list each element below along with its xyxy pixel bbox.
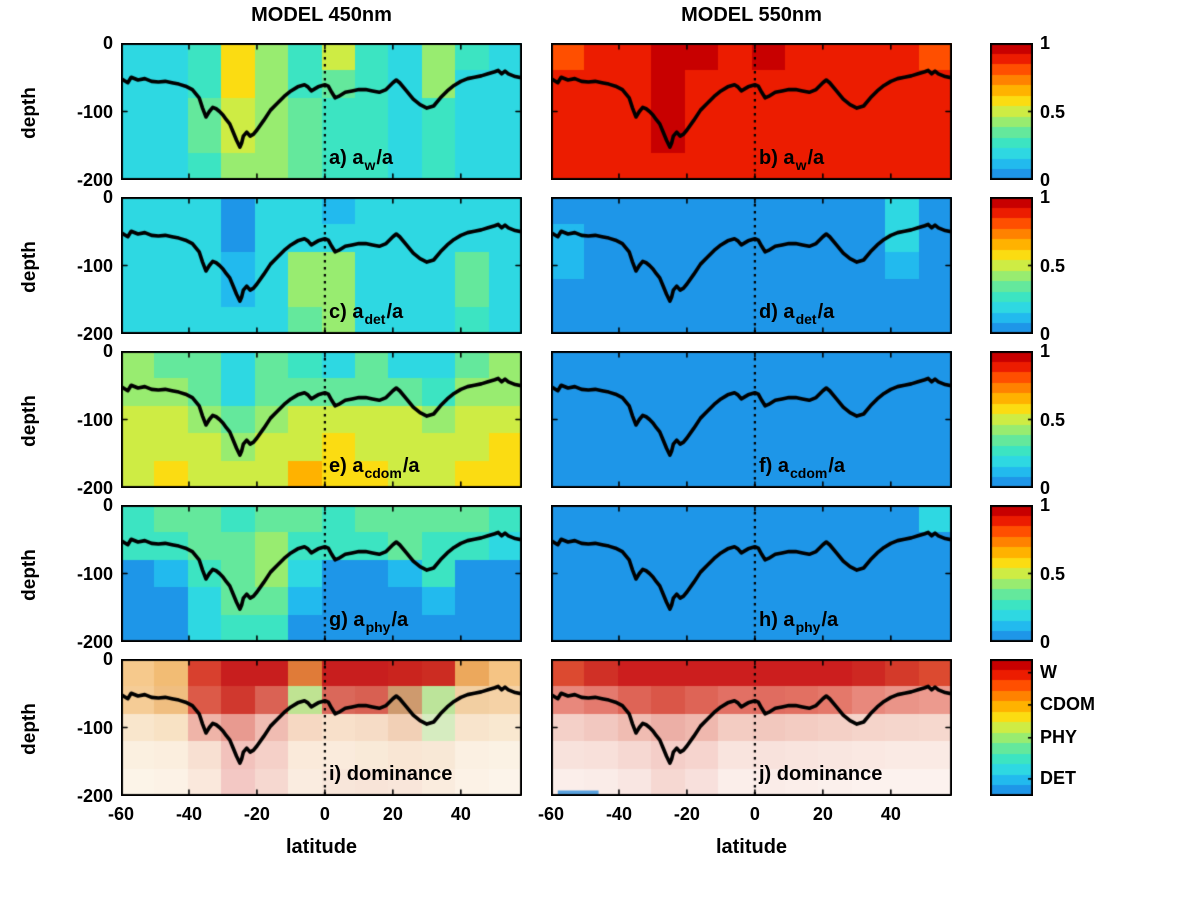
colorbar-tick-label: 0.5: [1040, 255, 1066, 276]
ytick-label-row2: -200: [76, 324, 113, 344]
panel-h-aphy-550-heatmap: [551, 505, 952, 642]
panel-j-dominance-550-heatmap: [551, 659, 952, 796]
panel-d-adet-550-heatmap: [551, 197, 952, 334]
xtick-label-left: -40: [175, 804, 202, 824]
ytick-label-row1: -200: [76, 170, 113, 190]
colorbar-tick-label: 0: [1040, 478, 1051, 498]
ytick-label-row3: -200: [76, 478, 113, 498]
panel-label-b: b) aw/a: [759, 147, 825, 173]
y-axis-label-row3: depth: [19, 395, 40, 447]
y-axis-label-row2: depth: [19, 241, 40, 293]
colorbar-row1: [990, 43, 1033, 180]
xtick-label-right: 0: [749, 804, 760, 824]
xtick-label-right: 20: [812, 804, 833, 824]
panel-label-f: f) acdom/a: [759, 455, 846, 481]
ytick-label-row3: 0: [102, 341, 113, 361]
ytick-label-row3: -100: [76, 409, 113, 430]
title-model-550nm: MODEL 550nm: [681, 4, 822, 26]
panel-f-acdom-550-heatmap: [551, 351, 952, 488]
colorbar-tick-label: 0: [1040, 632, 1051, 652]
y-axis-label-row4: depth: [19, 549, 40, 601]
colorbar-tick-label: 1: [1040, 495, 1051, 515]
panel-label-d: d) adet/a: [759, 301, 835, 327]
xtick-label-left: -60: [107, 804, 134, 824]
colorbar-row2: [990, 197, 1033, 334]
colorbar-dominance: [990, 659, 1033, 796]
colorbar-tick-label: 1: [1040, 187, 1051, 207]
xtick-label-right: -20: [673, 804, 700, 824]
ytick-label-row4: -100: [76, 563, 113, 584]
colorbar-tick-label: 1: [1040, 33, 1051, 53]
panel-a-aw-450-heatmap: [121, 43, 522, 180]
x-axis-label-right: latitude: [715, 836, 788, 858]
ytick-label-row2: -100: [76, 255, 113, 276]
panel-e-acdom-450-heatmap: [121, 351, 522, 488]
panel-label-g: g) aphy/a: [329, 609, 409, 635]
colorbar-tick-label: 1: [1040, 341, 1051, 361]
y-axis-label-row5: depth: [19, 703, 40, 755]
y-axis-label-row1: depth: [19, 87, 40, 139]
colorbar-row3: [990, 351, 1033, 488]
panel-i-dominance-450-heatmap: [121, 659, 522, 796]
ytick-label-row5: -100: [76, 717, 113, 738]
colorbar-dominance-label-w: W: [1040, 661, 1057, 682]
colorbar-dominance-label-cdom: CDOM: [1040, 693, 1095, 714]
panel-label-j: j) dominance: [759, 763, 883, 785]
panel-label-i: i) dominance: [329, 763, 453, 785]
xtick-label-left: -20: [243, 804, 270, 824]
panel-b-aw-550-heatmap: [551, 43, 952, 180]
panel-g-aphy-450-heatmap: [121, 505, 522, 642]
colorbar-tick-label: 0: [1040, 324, 1051, 344]
ytick-label-row4: -200: [76, 632, 113, 652]
colorbar-tick-label: 0.5: [1040, 409, 1066, 430]
colorbar-tick-label: 0.5: [1040, 101, 1066, 122]
colorbar-dominance-label-phy: PHY: [1040, 726, 1078, 747]
ytick-label-row1: -100: [76, 101, 113, 122]
xtick-label-left: 40: [450, 804, 471, 824]
ytick-label-row5: -200: [76, 786, 113, 806]
colorbar-tick-label: 0: [1040, 170, 1051, 190]
panel-label-h: h) aphy/a: [759, 609, 839, 635]
colorbar-dominance-label-det: DET: [1040, 767, 1076, 788]
colorbar-tick-label: 0.5: [1040, 563, 1066, 584]
xtick-label-left: 0: [319, 804, 330, 824]
xtick-label-right: -40: [605, 804, 632, 824]
xtick-label-left: 20: [382, 804, 403, 824]
xtick-label-right: 40: [880, 804, 901, 824]
ytick-label-row1: 0: [102, 33, 113, 53]
ytick-label-row5: 0: [102, 649, 113, 669]
ytick-label-row4: 0: [102, 495, 113, 515]
xtick-label-right: -60: [537, 804, 564, 824]
ytick-label-row2: 0: [102, 187, 113, 207]
panel-c-adet-450-heatmap: [121, 197, 522, 334]
panel-label-c: c) adet/a: [329, 301, 404, 327]
colorbar-row4: [990, 505, 1033, 642]
panel-label-e: e) acdom/a: [329, 455, 420, 481]
panel-label-a: a) aw/a: [329, 147, 394, 173]
x-axis-label-left: latitude: [285, 836, 358, 858]
title-model-450nm: MODEL 450nm: [251, 4, 392, 26]
